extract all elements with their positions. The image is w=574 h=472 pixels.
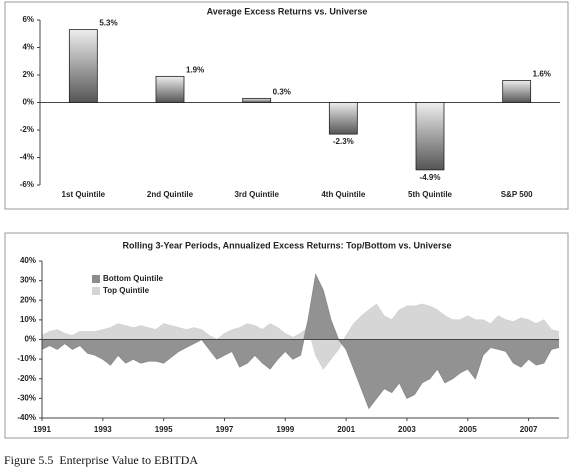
x-tick-label: 2003 xyxy=(398,425,416,434)
x-tick-label: 3rd Quintile xyxy=(234,190,279,199)
chart-title: Average Excess Returns vs. Universe xyxy=(207,6,368,16)
page: Average Excess Returns vs. Universe Roll… xyxy=(4,1,569,467)
x-tick-label: 2005 xyxy=(459,425,477,434)
x-tick-label: 2007 xyxy=(520,425,538,434)
value-label: 1.6% xyxy=(533,70,551,79)
y-tick-label: 2% xyxy=(22,70,34,79)
value-label: -4.9% xyxy=(420,173,441,182)
bar xyxy=(155,75,185,103)
x-tick-label: 1993 xyxy=(94,425,112,434)
x-tick-label: 1995 xyxy=(155,425,173,434)
x-tick-label: 5th Quintile xyxy=(408,190,453,199)
legend-label: Bottom Quintile xyxy=(103,274,164,283)
legend-label: Top Quintile xyxy=(103,286,150,295)
y-tick-label: 4% xyxy=(22,43,34,52)
bar xyxy=(328,102,358,135)
x-tick-label: 2nd Quintile xyxy=(147,190,194,199)
area-outline xyxy=(41,273,560,410)
bar xyxy=(502,80,532,103)
y-tick-label: 10% xyxy=(20,315,36,324)
area-fill xyxy=(42,304,559,369)
y-tick-label: -30% xyxy=(17,393,36,402)
chart-frame xyxy=(4,1,569,210)
legend-swatch xyxy=(92,275,100,283)
bar xyxy=(242,97,272,103)
y-tick-label: -20% xyxy=(17,374,36,383)
x-tick-label: 2001 xyxy=(337,425,355,434)
caption: Figure 5.5 Enterprise Value to EBITDA xyxy=(4,453,199,467)
value-label: 1.9% xyxy=(186,65,204,74)
bar xyxy=(68,29,98,103)
y-tick-label: -2% xyxy=(20,125,34,134)
y-tick-label: 20% xyxy=(20,295,36,304)
legend-swatch xyxy=(92,287,100,295)
chart: Average Excess Returns vs. Universe Roll… xyxy=(4,1,569,439)
value-label: 5.3% xyxy=(99,19,117,28)
area-fill xyxy=(42,274,559,409)
y-tick-label: -4% xyxy=(20,153,34,162)
y-tick-label: -10% xyxy=(17,354,36,363)
x-tick-label: 1999 xyxy=(276,425,294,434)
area-outline xyxy=(41,303,560,370)
y-tick-label: -6% xyxy=(20,180,34,189)
x-tick-label: 1st Quintile xyxy=(62,190,106,199)
value-label: 0.3% xyxy=(273,87,291,96)
bar xyxy=(415,102,445,171)
x-tick-label: 1991 xyxy=(33,425,51,434)
y-tick-label: 30% xyxy=(20,276,36,285)
x-tick-label: 4th Quintile xyxy=(321,190,366,199)
y-tick-label: 0% xyxy=(24,335,36,344)
y-tick-label: 6% xyxy=(22,15,34,24)
chart-title: Rolling 3-Year Periods, Annualized Exces… xyxy=(122,240,451,250)
y-tick-label: 40% xyxy=(20,256,36,265)
x-tick-label: 1997 xyxy=(216,425,234,434)
y-tick-label: 0% xyxy=(22,98,34,107)
value-label: -2.3% xyxy=(333,137,354,146)
x-tick-label: S&P 500 xyxy=(501,190,533,199)
y-tick-label: -40% xyxy=(17,413,36,422)
